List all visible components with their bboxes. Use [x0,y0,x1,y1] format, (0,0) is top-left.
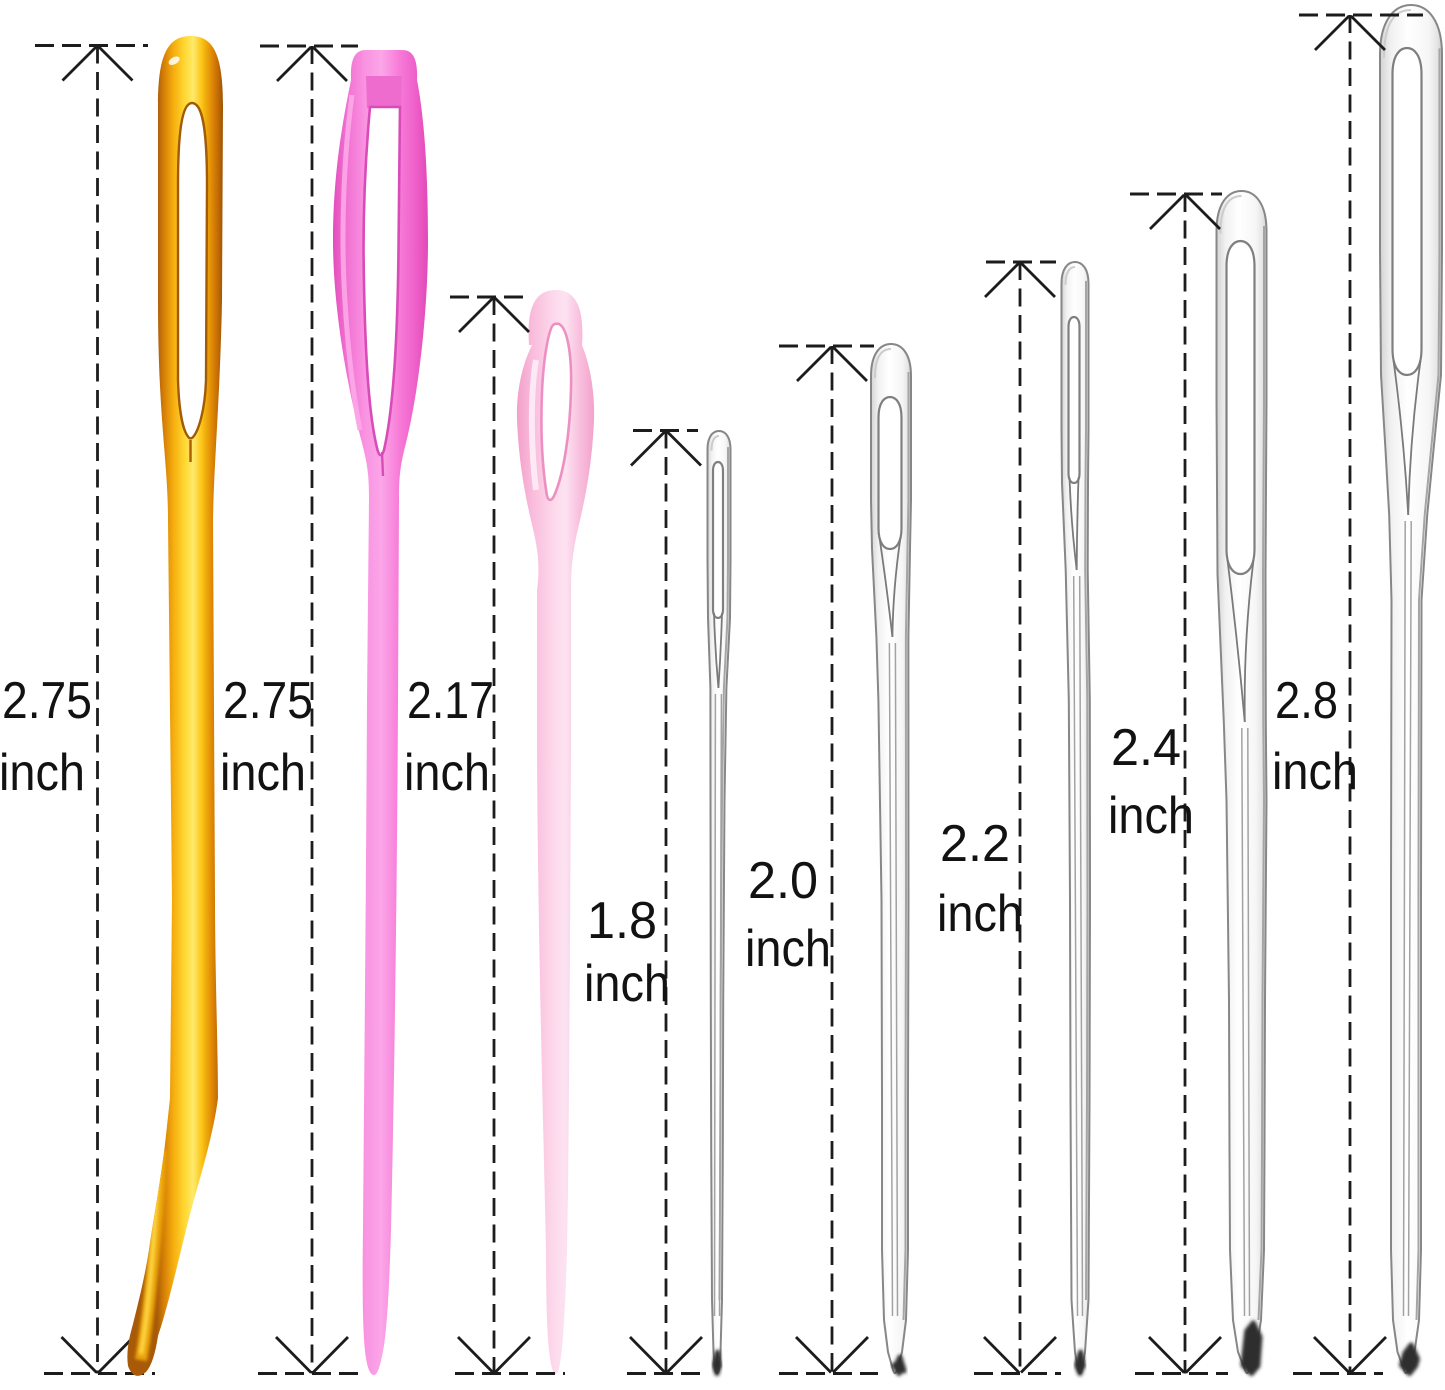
svg-text:inch: inch [584,955,670,1013]
svg-text:inch: inch [1272,743,1358,801]
svg-text:inch: inch [745,920,831,978]
svg-text:2.75: 2.75 [223,672,313,730]
svg-text:2.0: 2.0 [748,852,818,910]
svg-text:inch: inch [937,885,1023,943]
svg-text:2.2: 2.2 [940,815,1010,873]
svg-text:2.4: 2.4 [1111,719,1181,777]
svg-text:inch: inch [0,744,85,802]
svg-text:2.75: 2.75 [2,672,92,730]
svg-text:inch: inch [220,744,306,802]
svg-text:2.17: 2.17 [407,672,494,730]
svg-text:2.8: 2.8 [1275,672,1338,730]
svg-text:inch: inch [1108,787,1194,845]
svg-text:inch: inch [404,744,490,802]
svg-text:1.8: 1.8 [587,892,657,950]
